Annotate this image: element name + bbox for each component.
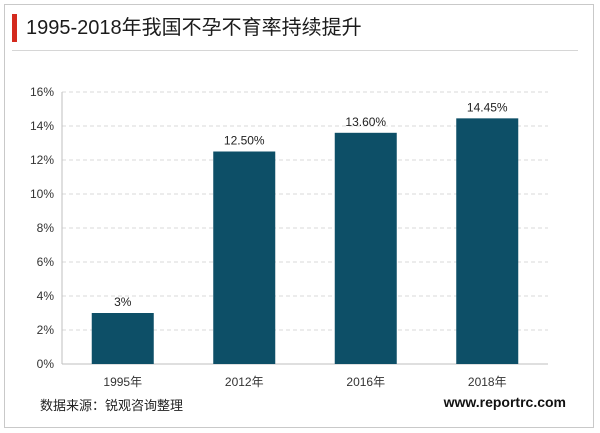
y-tick-label: 10% [30, 187, 54, 201]
title-divider [12, 50, 578, 51]
bar [91, 313, 154, 364]
bar [456, 118, 519, 364]
y-tick-label: 0% [37, 357, 55, 371]
bar [334, 132, 397, 364]
x-tick-label: 2016年 [346, 375, 385, 389]
data-label: 12.50% [224, 134, 265, 148]
data-label: 3% [114, 295, 132, 309]
bar [213, 151, 276, 364]
website-link[interactable]: www.reportrc.com [443, 394, 566, 410]
data-label: 14.45% [467, 100, 508, 114]
y-tick-label: 6% [37, 255, 55, 269]
title-accent-bar [12, 14, 17, 42]
page-title: 1995-2018年我国不孕不育率持续提升 [26, 17, 362, 39]
y-tick-label: 8% [37, 221, 55, 235]
source-note: 数据来源：锐观咨询整理 [40, 398, 184, 413]
x-tick-label: 2012年 [225, 375, 264, 389]
x-tick-label: 2018年 [468, 375, 507, 389]
y-tick-label: 14% [30, 119, 54, 133]
y-tick-label: 12% [30, 153, 54, 167]
y-tick-label: 4% [37, 289, 55, 303]
x-tick-label: 1995年 [103, 375, 142, 389]
data-label: 13.60% [345, 115, 386, 129]
y-tick-label: 16% [30, 85, 54, 99]
y-tick-label: 2% [37, 323, 55, 337]
